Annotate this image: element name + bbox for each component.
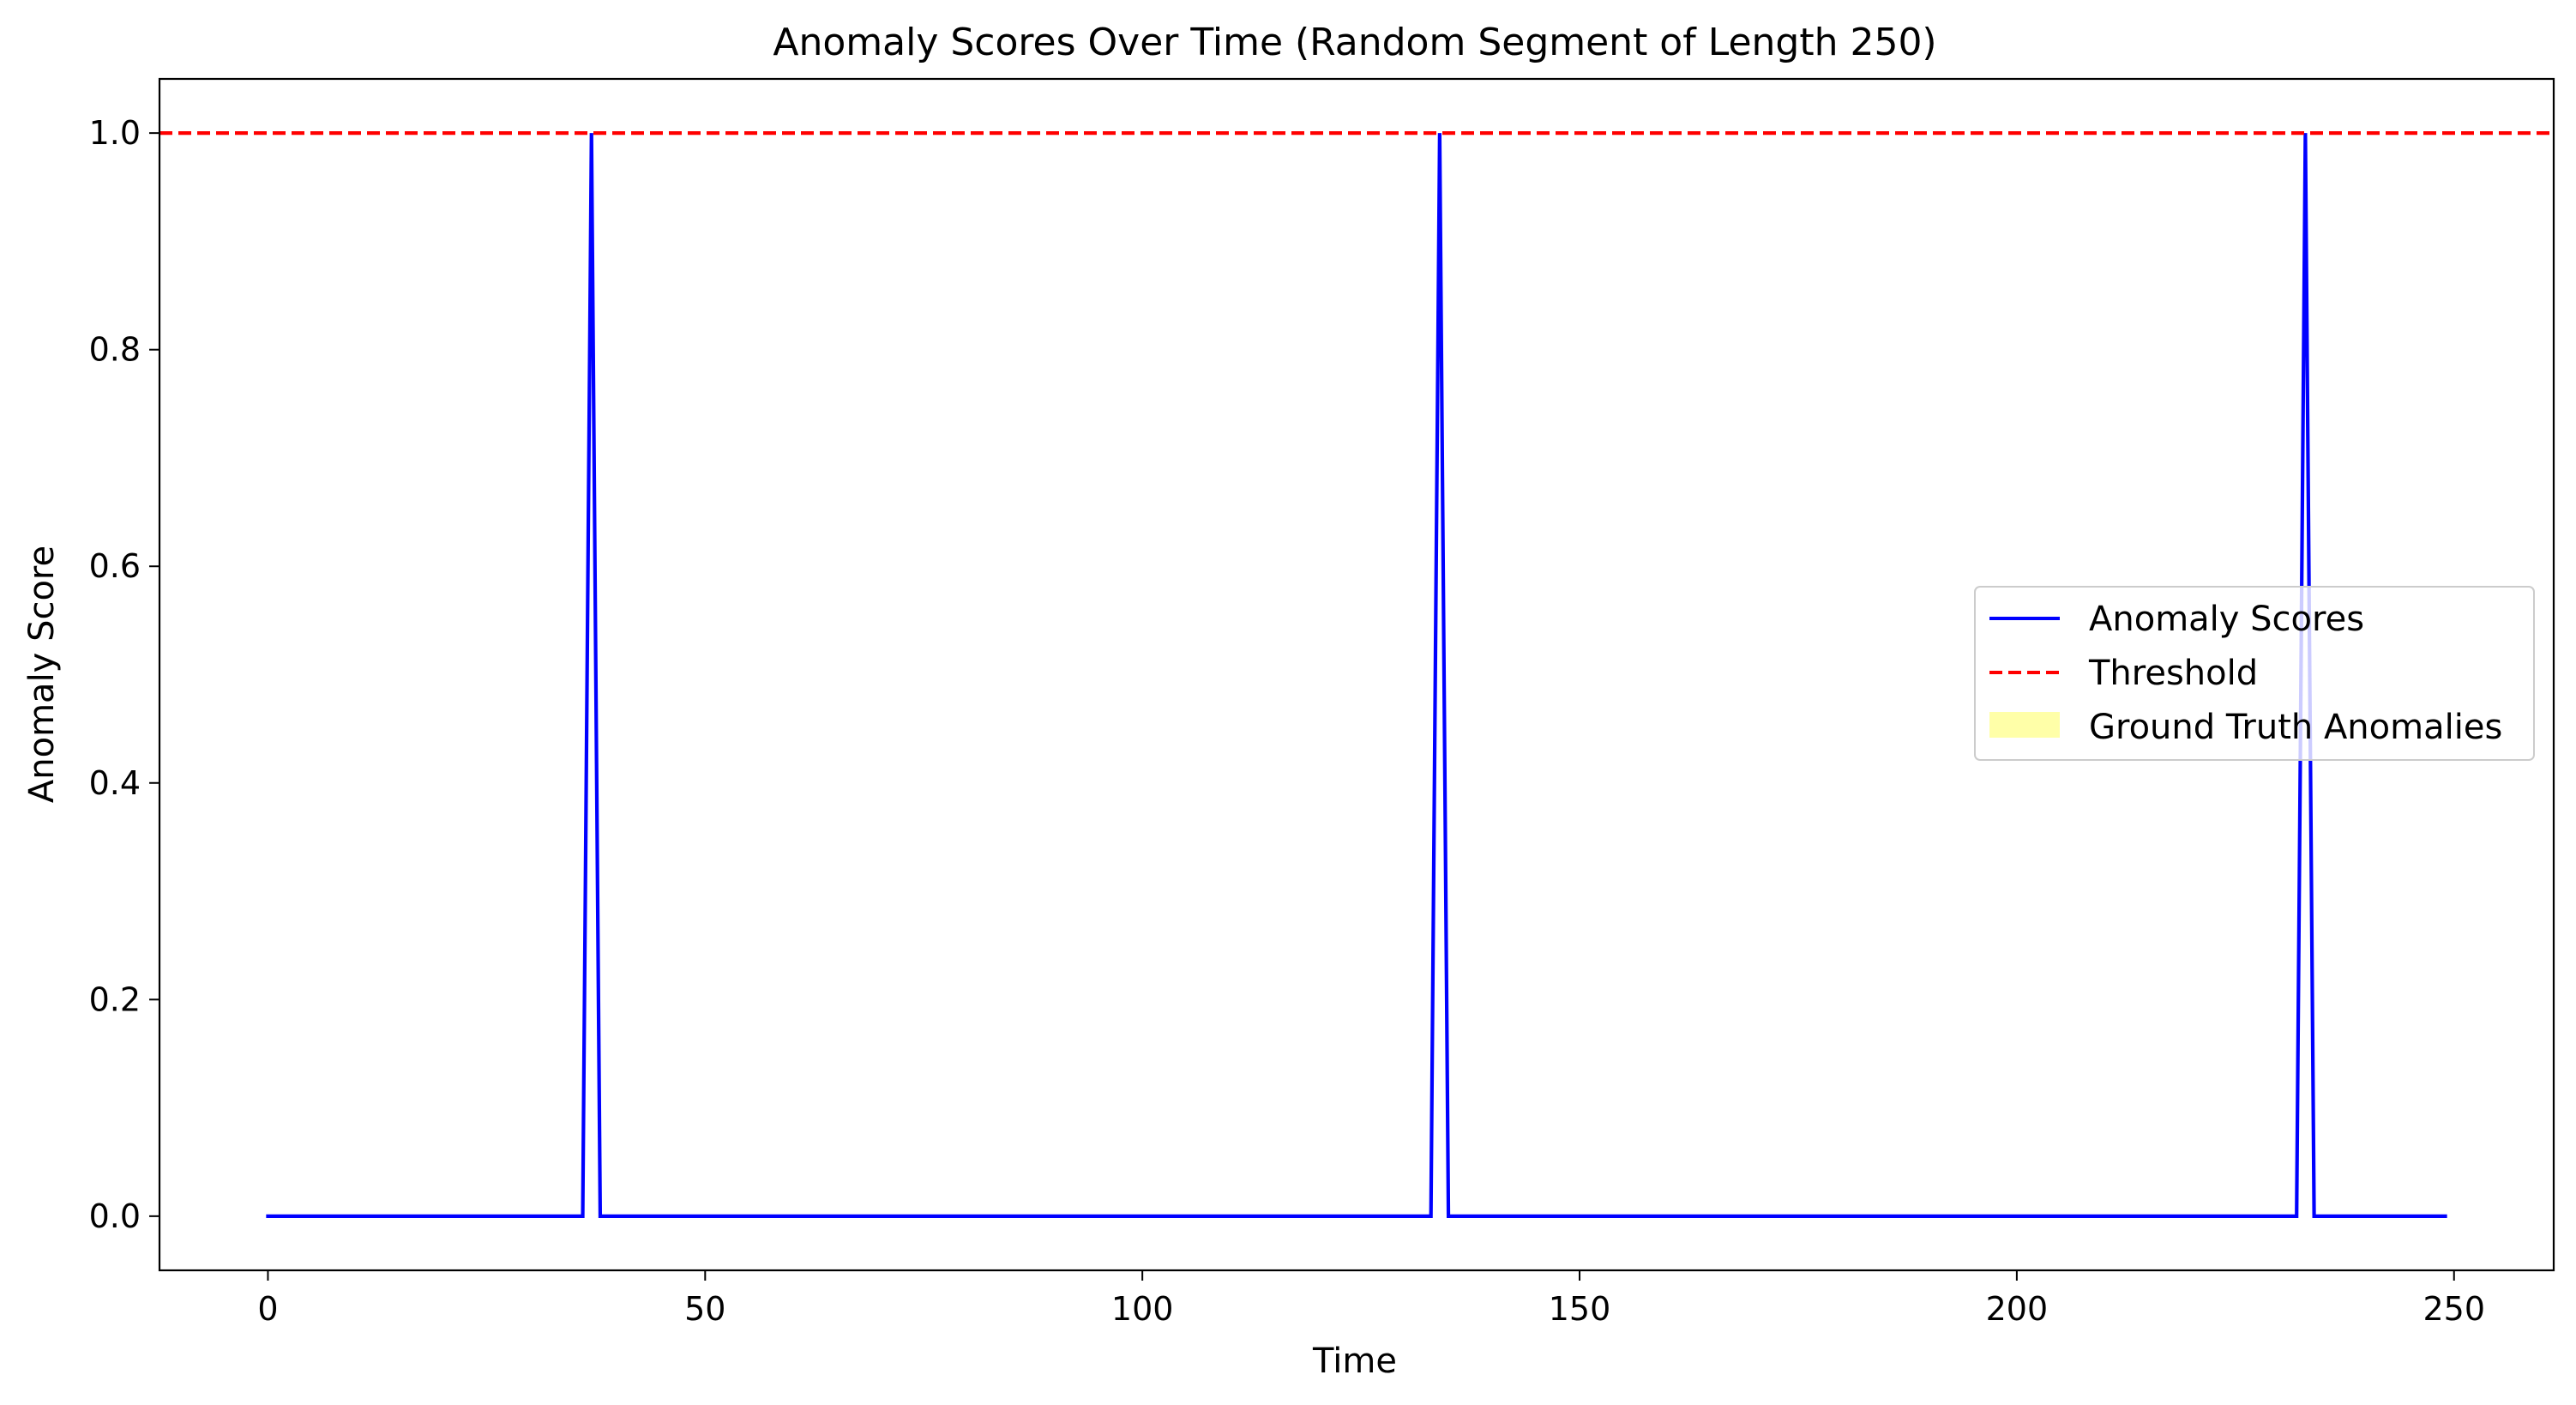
x-tick-label: 100 [1111,1290,1174,1328]
legend-label-ground-truth: Ground Truth Anomalies [2089,708,2502,747]
x-axis-label: Time [1312,1342,1397,1381]
y-tick-label: 0.8 [89,331,141,369]
y-tick-label: 0.6 [89,547,141,585]
y-axis-label: Anomaly Score [22,546,62,803]
anomaly-scores-line [266,133,2447,1218]
y-tick-label: 0.4 [89,764,141,802]
chart-title: Anomaly Scores Over Time (Random Segment… [773,21,1936,64]
x-tick-label: 200 [1986,1290,2049,1328]
y-tick-label: 1.0 [89,114,141,152]
axes-frame [158,77,2555,1272]
legend: Anomaly Scores Threshold Ground Truth An… [1974,586,2535,761]
x-tick-label: 0 [257,1290,278,1328]
legend-label-anomaly-scores: Anomaly Scores [2089,600,2364,639]
legend-box [1974,586,2535,761]
y-axis-ticks: 0.0 0.2 0.4 0.6 0.8 1.0 [89,114,159,1235]
legend-label-threshold: Threshold [2088,654,2258,693]
x-tick-label: 50 [684,1290,725,1328]
series-layer [159,131,2554,1218]
x-tick-label: 250 [2423,1290,2485,1328]
x-axis-ticks: 0 50 100 150 200 250 [257,1270,2485,1328]
y-tick-label: 0.2 [89,980,141,1018]
legend-swatch-ground-truth [1989,712,2060,738]
x-tick-label: 150 [1549,1290,1611,1328]
y-tick-label: 0.0 [89,1197,141,1235]
